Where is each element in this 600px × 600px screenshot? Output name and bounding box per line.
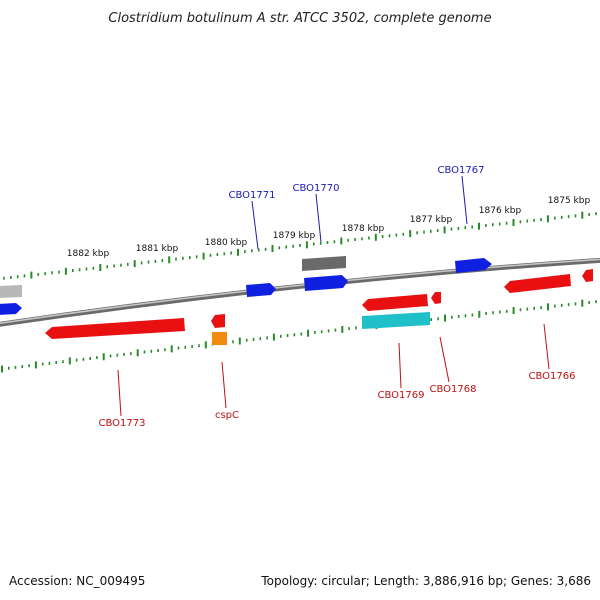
reverse-genes [45, 269, 593, 345]
gene-cbo1771[interactable] [246, 283, 276, 297]
outer-tick-track [3, 211, 597, 280]
gene-cbo1770[interactable] [304, 275, 348, 291]
gene-blue-left[interactable] [0, 303, 22, 315]
leader-cbo1766 [543, 323, 550, 370]
gene-cbo1767[interactable] [455, 258, 492, 273]
label-cbo1769[interactable]: CBO1769 [378, 390, 425, 401]
leader-cbo1771 [251, 200, 259, 250]
kbp-label-1879: 1879 kbp [273, 231, 316, 241]
genome-title: Clostridium botulinum A str. ATCC 3502, … [108, 11, 491, 26]
gene-lightgray-left[interactable] [0, 285, 22, 298]
gene-cspc[interactable] [211, 314, 225, 328]
leader-cbo1767 [461, 175, 468, 225]
gene-cbo1766[interactable] [504, 274, 571, 293]
gene-gray-1[interactable] [302, 256, 346, 271]
leader-cspc [221, 361, 227, 409]
label-cbo1768[interactable]: CBO1768 [430, 384, 477, 395]
leader-cbo1770 [315, 193, 322, 243]
kbp-label-1881: 1881 kbp [136, 244, 179, 254]
leader-cbo1773 [117, 369, 122, 417]
label-cbo1770[interactable]: CBO1770 [293, 183, 340, 194]
kbp-label-1878: 1878 kbp [342, 224, 385, 234]
genome-backbone [0, 257, 600, 327]
kbp-label-1875: 1875 kbp [548, 196, 591, 206]
forward-genes [0, 256, 492, 315]
gene-cyan[interactable] [362, 312, 430, 329]
label-cbo1771[interactable]: CBO1771 [229, 190, 276, 201]
label-cbo1767[interactable]: CBO1767 [438, 165, 485, 176]
label-cbo1773[interactable]: CBO1773 [99, 418, 146, 429]
genome-backbone-highlight [0, 258, 600, 325]
gene-cbo1769[interactable] [362, 294, 428, 311]
leader-lines [117, 175, 550, 417]
accession-label: Accession: NC_009495 [9, 574, 145, 588]
label-cbo1766[interactable]: CBO1766 [529, 371, 576, 382]
gene-labels: CBO1771 CBO1770 CBO1767 CBO1773 cspC CBO… [99, 165, 576, 429]
genome-summary: Topology: circular; Length: 3,886,916 bp… [260, 574, 591, 588]
kbp-label-1882: 1882 kbp [67, 249, 110, 259]
kbp-label-1876: 1876 kbp [479, 206, 522, 216]
gene-orange[interactable] [212, 332, 227, 345]
kbp-label-1880: 1880 kbp [205, 238, 248, 248]
kbp-label-1877: 1877 kbp [410, 215, 453, 225]
gene-red-right[interactable] [582, 269, 593, 282]
scale-labels: 1882 kbp 1881 kbp 1880 kbp 1879 kbp 1878… [67, 196, 591, 259]
gene-cbo1773[interactable] [45, 318, 185, 339]
leader-cbo1769 [398, 342, 402, 389]
leader-cbo1768 [439, 336, 450, 383]
label-cspc[interactable]: cspC [215, 410, 239, 421]
gene-cbo1768[interactable] [431, 292, 441, 304]
